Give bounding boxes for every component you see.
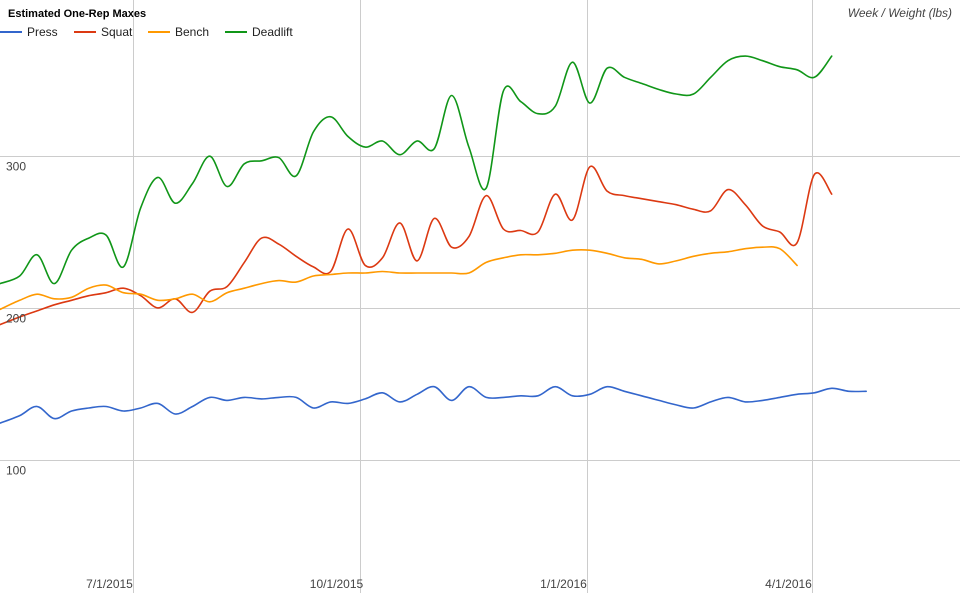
axis-title: Week / Weight (lbs)	[848, 6, 952, 20]
y-tick-label: 200	[6, 312, 26, 326]
tick-labels: 100 200 300 7/1/2015 10/1/2015 1/1/2016 4/1/20…	[6, 160, 812, 592]
x-tick-label: 1/1/2016	[540, 577, 587, 591]
series-line-deadlift[interactable]	[0, 55, 833, 285]
x-tick-label: 10/1/2015	[310, 577, 364, 591]
y-tick-label: 100	[6, 464, 26, 478]
legend-item-press[interactable]: Press	[0, 25, 58, 39]
legend: Press Squat Bench Deadlift	[0, 25, 293, 39]
x-tick-label: 4/1/2016	[765, 577, 812, 591]
chart-title: Estimated One-Rep Maxes	[8, 8, 146, 20]
series-line-press[interactable]	[0, 385, 867, 424]
legend-label-bench: Bench	[175, 25, 209, 39]
y-tick-label: 300	[6, 160, 26, 174]
series-line-bench[interactable]	[0, 246, 798, 311]
x-tick-label: 7/1/2015	[86, 577, 133, 591]
legend-item-deadlift[interactable]: Deadlift	[225, 25, 293, 39]
series-line-squat[interactable]	[0, 165, 833, 326]
series-lines	[0, 55, 867, 424]
legend-label-squat: Squat	[101, 25, 133, 39]
legend-item-squat[interactable]: Squat	[74, 25, 133, 39]
legend-item-bench[interactable]: Bench	[148, 25, 209, 39]
legend-label-deadlift: Deadlift	[252, 25, 293, 39]
legend-label-press: Press	[27, 25, 58, 39]
